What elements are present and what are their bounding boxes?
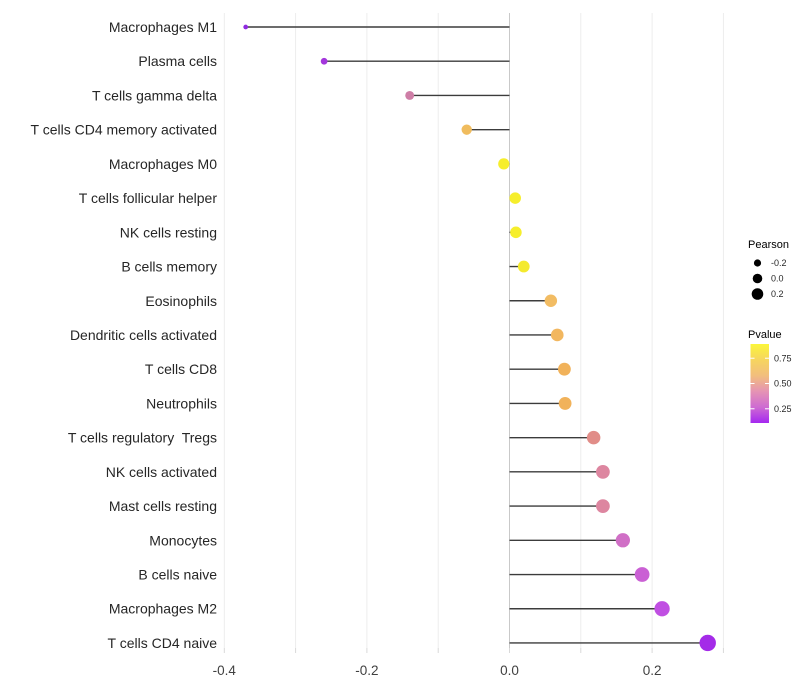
legend-color-label: 0.75 <box>774 353 792 363</box>
x-axis-tick-label: 0.2 <box>643 663 662 678</box>
x-axis-tick-label: -0.2 <box>355 663 378 678</box>
data-point <box>586 430 601 445</box>
legend: Pearson -0.2 0.0 0.2 Pvalue 0.75 0.50 0.25 <box>748 239 792 423</box>
y-axis-label: NK cells resting <box>120 224 217 240</box>
y-axis-label: T cells follicular helper <box>79 190 218 206</box>
legend-size-title: Pearson <box>748 239 789 251</box>
legend-color-label: 0.50 <box>774 379 792 389</box>
data-point <box>544 294 558 307</box>
data-point <box>517 260 530 273</box>
y-axis-label: T cells CD4 naive <box>108 635 218 651</box>
data-point <box>634 567 650 582</box>
y-axis-label: Macrophages M0 <box>109 156 217 172</box>
data-point <box>596 499 610 513</box>
data-point <box>654 601 670 617</box>
y-axis-label: Macrophages M1 <box>109 19 217 35</box>
legend-size-dot <box>752 273 763 284</box>
y-axis-label: B cells naive <box>138 567 217 583</box>
y-axis-label: T cells CD4 memory activated <box>31 122 217 138</box>
data-point <box>498 158 510 170</box>
x-axis-labels: -0.4 -0.2 0.0 0.2 <box>213 663 662 678</box>
lollipop-stems <box>245 26 708 644</box>
data-points <box>243 24 716 652</box>
gridlines <box>223 13 724 648</box>
data-point <box>558 362 571 376</box>
legend-size-label: -0.2 <box>771 258 787 268</box>
legend-size-label: 0.2 <box>771 289 784 299</box>
data-point <box>461 124 472 135</box>
y-axis-label: Mast cells resting <box>109 498 217 514</box>
y-axis-label: Eosinophils <box>145 293 217 309</box>
data-point <box>615 533 630 548</box>
data-point <box>558 397 572 410</box>
y-axis-label: Plasma cells <box>138 53 217 69</box>
y-axis-label: Dendritic cells activated <box>70 327 217 343</box>
data-point <box>699 634 716 652</box>
x-axis-tick-label: 0.0 <box>500 663 519 678</box>
y-axis-label: Monocytes <box>149 532 217 548</box>
y-axis-label: Neutrophils <box>146 395 217 411</box>
legend-size-dot <box>751 288 764 300</box>
legend-color-title: Pvalue <box>748 329 782 341</box>
y-axis-label: B cells memory <box>121 259 217 275</box>
x-axis-ticks <box>223 648 724 653</box>
data-point <box>405 91 415 100</box>
legend-colorbar <box>750 344 769 423</box>
y-axis-label: Macrophages M2 <box>109 601 217 617</box>
data-point <box>509 192 521 204</box>
legend-size-label: 0.0 <box>771 274 784 284</box>
data-point <box>510 226 522 239</box>
y-axis-label: T cells regulatory Tregs <box>68 430 217 446</box>
y-axis-label: NK cells activated <box>106 464 217 480</box>
data-point <box>243 24 249 30</box>
x-axis-tick-label: -0.4 <box>213 663 237 678</box>
data-point <box>596 464 610 479</box>
y-axis-label: T cells CD8 <box>145 361 217 377</box>
data-point <box>550 328 564 342</box>
y-axis-labels: Macrophages M1 Plasma cells T cells gamma … <box>31 19 218 651</box>
legend-color-label: 0.25 <box>774 404 792 414</box>
legend-size-dot <box>753 259 762 267</box>
y-axis-label: T cells gamma delta <box>92 87 217 103</box>
data-point <box>320 57 328 65</box>
